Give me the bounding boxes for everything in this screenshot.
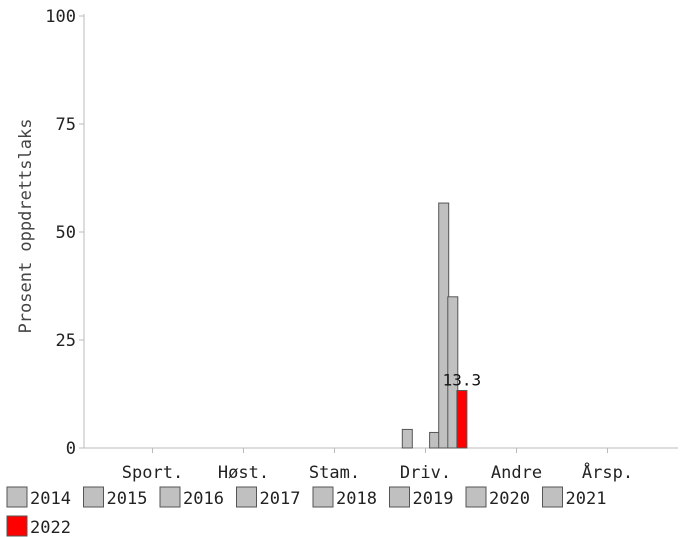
bar-2021-Driv. — [447, 296, 459, 449]
bar-2020-Driv. — [438, 202, 450, 449]
legend-swatch-2021 — [542, 486, 563, 508]
legend-swatch-2018 — [312, 486, 334, 508]
y-tick-label: 75 — [56, 115, 76, 135]
legend-label-2020: 2020 — [489, 489, 530, 509]
y-axis-label: Prosent oppdrettslaks — [16, 119, 36, 334]
legend-swatch-2016 — [159, 486, 181, 508]
legend-label-2016: 2016 — [183, 489, 224, 509]
x-tick-label: Driv. — [400, 463, 451, 483]
y-tick-label: 0 — [66, 439, 76, 459]
bar-2016-Driv. — [401, 428, 413, 449]
legend-label-2017: 2017 — [260, 489, 301, 509]
x-tick-label: Høst. — [218, 463, 269, 483]
y-tick-label: 25 — [56, 331, 76, 351]
legend-swatch-2022 — [6, 515, 28, 537]
x-tick-label: Andre — [491, 463, 542, 483]
legend-swatch-2019 — [389, 486, 410, 508]
x-tick-label: Stam. — [309, 463, 360, 483]
legend-swatch-2017 — [236, 486, 257, 508]
legend-label-2018: 2018 — [336, 489, 377, 509]
bar-2019-Driv. — [429, 431, 441, 449]
legend-label-2014: 2014 — [30, 489, 71, 509]
legend-swatch-2020 — [465, 486, 487, 508]
legend-swatch-2015 — [83, 486, 104, 508]
bar-2022-Driv. — [456, 390, 468, 449]
legend-label-2015: 2015 — [107, 489, 148, 509]
y-tick-label: 50 — [56, 223, 76, 243]
y-tick-label: 100 — [45, 7, 76, 27]
legend-swatch-2014 — [6, 486, 28, 508]
x-tick-label: Årsp. — [582, 461, 633, 483]
data-label: 13.3 — [443, 371, 482, 390]
x-tick-label: Sport. — [122, 463, 183, 483]
legend-label-2019: 2019 — [413, 489, 454, 509]
legend-label-2021: 2021 — [566, 489, 607, 509]
legend-label-2022: 2022 — [30, 518, 71, 537]
